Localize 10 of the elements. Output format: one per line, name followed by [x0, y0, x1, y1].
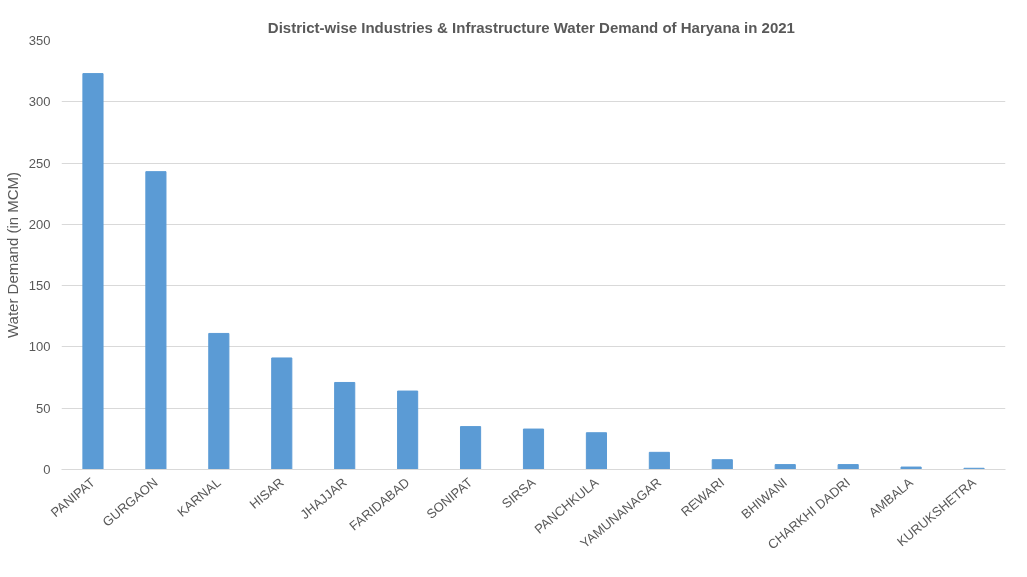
y-tick-label: 250 [28, 155, 51, 171]
chart-title: District-wise Industries & Infrastructure Water Demand of Haryana in 2021 [267, 18, 795, 36]
y-tick-label: 100 [28, 339, 51, 355]
y-tick-label: 50 [36, 400, 51, 416]
y-axis-title: Water Demand (in MCM) [3, 171, 21, 339]
y-tick-label: 200 [28, 216, 51, 232]
y-tick-label: 300 [28, 94, 51, 110]
y-tick-label: 150 [28, 278, 51, 294]
y-tick-label: 350 [28, 33, 51, 48]
y-tick-label: 0 [43, 462, 51, 477]
